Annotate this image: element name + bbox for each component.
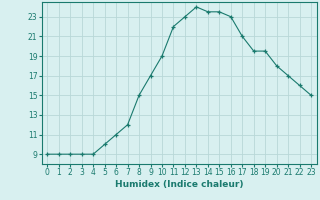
X-axis label: Humidex (Indice chaleur): Humidex (Indice chaleur)	[115, 180, 244, 189]
